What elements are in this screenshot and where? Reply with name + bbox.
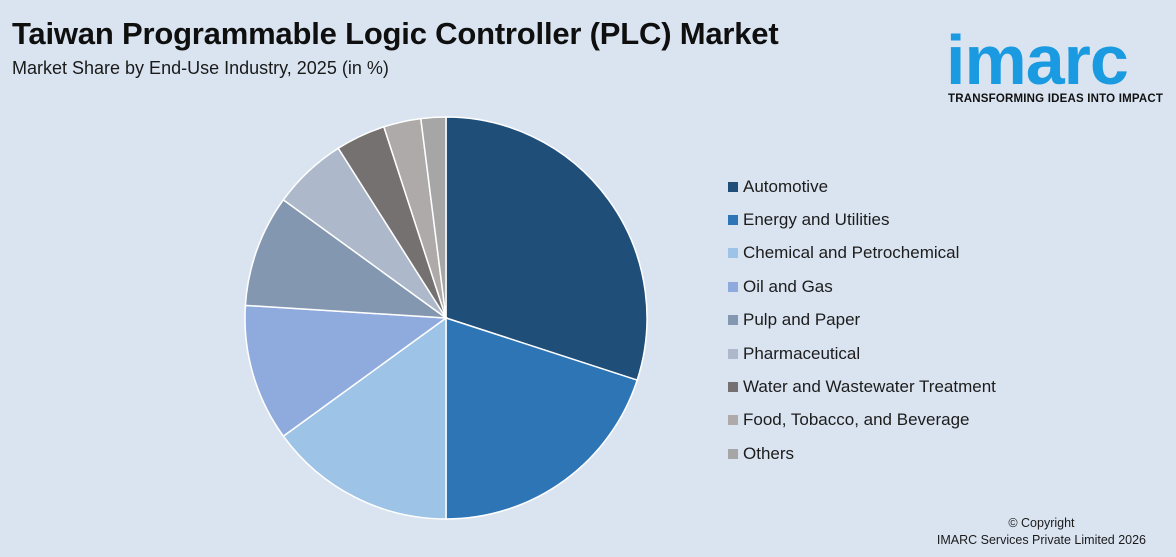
legend-swatch (728, 415, 738, 426)
legend-label: Oil and Gas (743, 276, 833, 296)
legend-item: Pharmaceutical (728, 337, 996, 370)
legend-swatch (728, 181, 738, 192)
chart-title: Taiwan Programmable Logic Controller (PL… (12, 16, 779, 51)
pie-slice-automotive (445, 116, 648, 382)
legend-swatch (728, 215, 738, 226)
legend-item: Oil and Gas (728, 270, 996, 303)
legend-item: Pulp and Paper (728, 304, 996, 337)
legend-swatch (728, 248, 738, 259)
imarc-logo: imarc TRANSFORMING IDEAS INTO IMPACT (946, 12, 1170, 108)
pie-slice-oil-and-gas (244, 304, 449, 438)
legend-swatch (728, 448, 738, 459)
pie-slice-pulp-and-paper (244, 198, 449, 319)
legend-label: Pharmaceutical (743, 343, 861, 363)
legend-label: Automotive (743, 176, 829, 196)
legend-label: Food, Tobacco, and Beverage (743, 410, 970, 430)
legend-item: Chemical and Petrochemical (728, 237, 996, 270)
legend-label: Chemical and Petrochemical (743, 243, 960, 263)
legend-swatch (728, 315, 738, 326)
legend-swatch (728, 348, 738, 359)
copyright-owner: IMARC Services Private Limited 2026 (936, 533, 1146, 547)
copyright-notice: © Copyright IMARC Services Private Limit… (937, 515, 1146, 549)
legend-swatch (728, 281, 738, 292)
legend-item: Energy and Utilities (728, 203, 996, 236)
logo-tagline: TRANSFORMING IDEAS INTO IMPACT (948, 93, 1164, 105)
chart-subtitle: Market Share by End-Use Industry, 2025 (… (12, 58, 389, 78)
logo-wordmark: imarc (946, 21, 1129, 99)
legend-item: Food, Tobacco, and Beverage (728, 404, 996, 437)
legend-label: Pulp and Paper (743, 310, 861, 330)
copyright-line: © Copyright (1008, 516, 1075, 530)
legend-label: Water and Wastewater Treatment (743, 377, 996, 397)
chart-legend: Automotive Energy and Utilities Chemical a… (728, 170, 996, 471)
legend-swatch (728, 382, 738, 393)
legend-item: Automotive (728, 170, 996, 203)
pie-slice-others (419, 116, 447, 319)
pie-slice-energy-and-utilities (445, 316, 639, 520)
legend-item: Others (728, 437, 996, 470)
legend-label: Energy and Utilities (743, 210, 890, 230)
pie-slice-chemical-and-petrochemical (282, 316, 447, 520)
legend-label: Others (743, 443, 795, 463)
legend-item: Water and Wastewater Treatment (728, 370, 996, 403)
